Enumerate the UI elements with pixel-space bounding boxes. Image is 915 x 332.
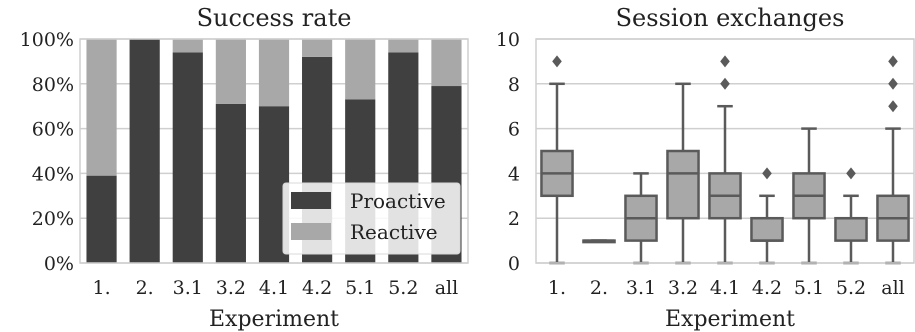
x-tick-label: 2. — [590, 277, 608, 299]
bar-reactive — [258, 39, 290, 107]
bar-reactive — [302, 39, 333, 57]
x-tick-label: 3.1 — [626, 277, 656, 299]
x-tick-label: all — [435, 277, 458, 299]
y-tick-label: 6 — [508, 119, 520, 141]
bar-proactive — [86, 175, 117, 263]
outlier-point — [888, 77, 898, 90]
success-rate-y-ticks: 0% 20% 40% 60% 80% 100% — [20, 29, 74, 275]
bar-reactive — [431, 39, 462, 87]
x-tick-label: 1. — [548, 277, 566, 299]
y-tick-label: 10 — [496, 29, 520, 51]
success-rate-legend: Proactive Reactive — [282, 182, 461, 255]
bar-proactive — [215, 103, 246, 264]
success-rate-bars — [86, 39, 462, 264]
x-tick-label: 5.2 — [388, 277, 418, 299]
x-tick-label: 4.2 — [302, 277, 332, 299]
box — [834, 216, 868, 242]
success-rate-title: Success rate — [197, 4, 352, 32]
success-rate-x-axis-label: Experiment — [209, 307, 339, 332]
session-exchanges-title: Session exchanges — [616, 4, 845, 32]
x-tick-label: 3.1 — [173, 277, 203, 299]
bar-reactive — [345, 39, 376, 100]
x-tick-label: 3.2 — [216, 277, 246, 299]
legend-label-proactive: Proactive — [350, 189, 446, 213]
bar-proactive — [129, 39, 160, 263]
x-tick-label: 5.2 — [836, 277, 866, 299]
outlier-point — [720, 77, 730, 90]
session-exchanges-chart: Session exchanges 0 2 4 6 8 10 1. 2. 3.1 3.2 4.1 4… — [496, 4, 915, 332]
outlier-point — [720, 55, 730, 68]
outlier-point — [762, 167, 772, 180]
x-tick-label: 2. — [136, 277, 154, 299]
y-tick-label: 60% — [32, 119, 74, 141]
x-tick-label: 4.1 — [710, 277, 740, 299]
x-tick-label: 3.2 — [668, 277, 698, 299]
box — [666, 149, 700, 220]
y-tick-label: 0 — [508, 253, 520, 275]
x-tick-label: 5.1 — [794, 277, 824, 299]
legend-label-reactive: Reactive — [350, 220, 438, 244]
y-tick-label: 20% — [32, 208, 74, 230]
success-rate-plot-frame — [79, 38, 469, 264]
bar-proactive — [172, 52, 203, 263]
success-rate-chart: Success rate 0% 20% 40% 60% 80% 100% 1. 2. 3.1 3… — [20, 4, 469, 332]
box — [750, 216, 784, 242]
y-tick-label: 80% — [32, 74, 74, 96]
y-tick-label: 100% — [20, 29, 74, 51]
y-tick-label: 2 — [508, 208, 520, 230]
y-tick-label: 8 — [508, 74, 520, 96]
legend-swatch-reactive — [291, 223, 331, 240]
bar-reactive — [86, 39, 117, 176]
y-tick-label: 40% — [32, 163, 74, 185]
outlier-point — [888, 55, 898, 68]
bar-reactive — [215, 39, 246, 104]
outlier-point — [552, 55, 562, 68]
x-tick-label: 4.1 — [259, 277, 289, 299]
legend-swatch-proactive — [291, 192, 331, 209]
session-exchanges-x-ticks: 1. 2. 3.1 3.2 4.1 4.2 5.1 5.2 all — [548, 277, 905, 299]
outlier-point — [846, 167, 856, 180]
x-tick-label: 4.2 — [752, 277, 782, 299]
x-tick-label: 1. — [92, 277, 110, 299]
x-tick-label: 5.1 — [345, 277, 375, 299]
outlier-point — [888, 100, 898, 113]
x-tick-label: all — [881, 277, 904, 299]
bar-reactive — [388, 39, 419, 53]
session-exchanges-plot-frame — [535, 38, 915, 264]
bar-reactive — [172, 39, 203, 53]
session-exchanges-y-ticks: 0 2 4 6 8 10 — [496, 29, 520, 275]
y-tick-label: 4 — [508, 163, 520, 185]
session-exchanges-boxes — [540, 55, 910, 265]
session-exchanges-x-axis-label: Experiment — [665, 307, 795, 332]
y-tick-label: 0% — [44, 253, 74, 275]
success-rate-x-ticks: 1. 2. 3.1 3.2 4.1 4.2 5.1 5.2 all — [92, 277, 458, 299]
